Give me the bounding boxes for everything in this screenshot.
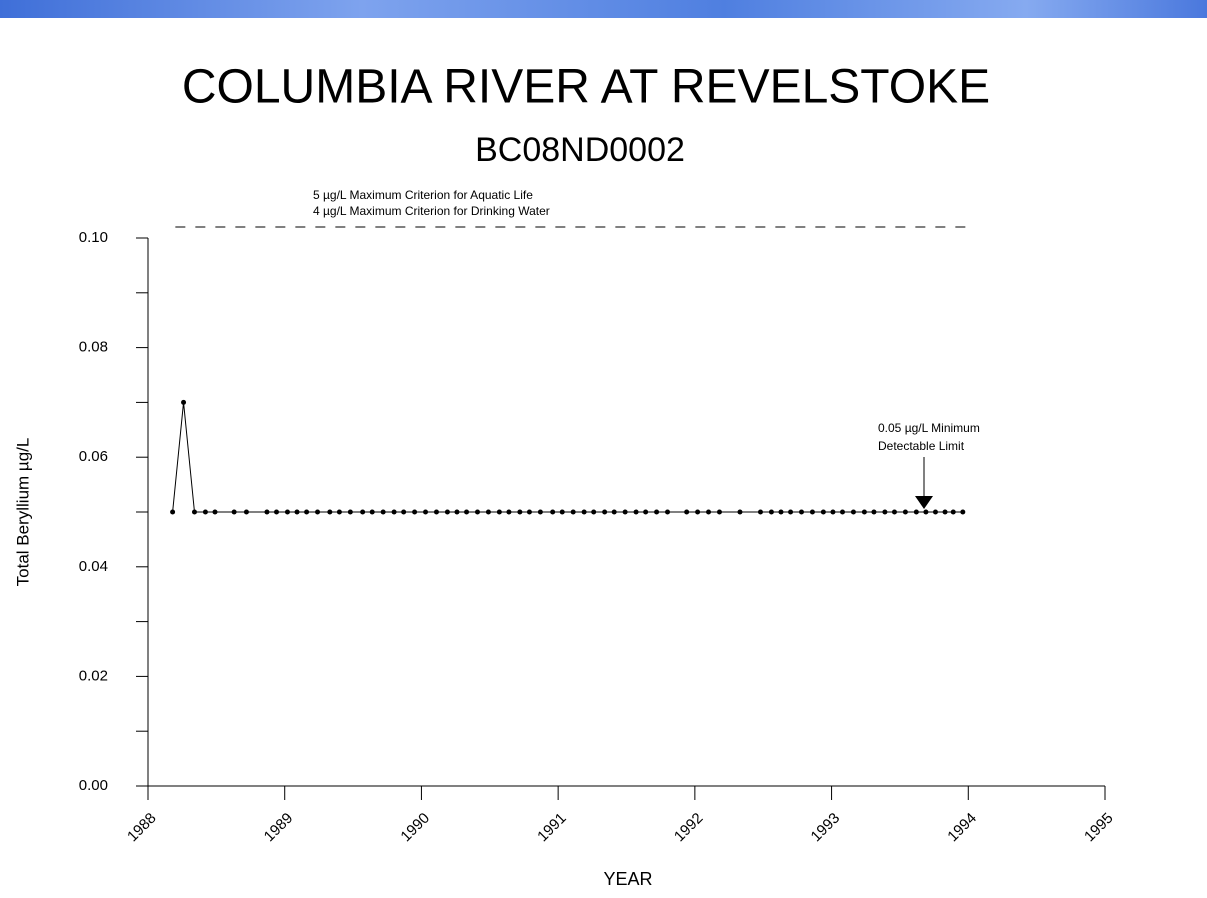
x-tick-label: 1993 [808, 810, 844, 846]
data-point [654, 509, 660, 515]
data-point [932, 509, 938, 515]
data-point [706, 509, 712, 515]
data-point [611, 509, 617, 515]
data-point [401, 509, 407, 515]
data-point [861, 509, 867, 515]
x-tick-label: 1988 [124, 810, 160, 846]
data-point [550, 509, 556, 515]
x-tick-label: 1991 [534, 810, 570, 846]
y-tick-label: 0.02 [79, 667, 108, 684]
data-point [212, 509, 218, 515]
data-point [684, 509, 690, 515]
data-point [412, 509, 418, 515]
data-point [517, 509, 523, 515]
data-point [380, 509, 386, 515]
data-point [788, 509, 794, 515]
data-point [737, 509, 743, 515]
data-point [840, 509, 846, 515]
data-point [294, 509, 300, 515]
data-point [798, 509, 804, 515]
x-tick-label: 1989 [261, 810, 297, 846]
chart-title: COLUMBIA RIVER AT REVELSTOKE [182, 61, 990, 114]
data-point [170, 509, 176, 515]
annotation: Detectable Limit [878, 439, 965, 453]
data-point [391, 509, 397, 515]
data-point [633, 509, 639, 515]
data-point [274, 509, 280, 515]
data-point [243, 509, 249, 515]
data-point [591, 509, 597, 515]
data-point [809, 509, 815, 515]
y-tick-label: 0.08 [79, 339, 108, 356]
y-tick-label: 0.06 [79, 448, 108, 465]
y-tick-label: 0.00 [79, 777, 108, 794]
data-point [942, 509, 948, 515]
data-point [347, 509, 353, 515]
data-point [830, 509, 836, 515]
data-point [559, 509, 565, 515]
data-point [695, 509, 701, 515]
y-axis-label: Total Beryllium µg/L [13, 438, 32, 587]
x-tick-label: 1992 [671, 810, 707, 846]
data-point [444, 509, 450, 515]
data-point [336, 509, 342, 515]
data-point [581, 509, 587, 515]
y-tick-label: 0.04 [79, 558, 108, 575]
data-point [464, 509, 470, 515]
data-point [202, 509, 208, 515]
data-point [913, 509, 919, 515]
data-point [871, 509, 877, 515]
data-point [496, 509, 502, 515]
data-point [820, 509, 826, 515]
data-point [315, 509, 321, 515]
banner [0, 0, 1207, 18]
data-point [264, 509, 270, 515]
data-point [923, 509, 929, 515]
data-point [181, 399, 187, 405]
x-tick-label: 1990 [397, 810, 433, 846]
data-point [327, 509, 333, 515]
data-point [506, 509, 512, 515]
data-point [850, 509, 856, 515]
data-point [768, 509, 774, 515]
data-point [433, 509, 439, 515]
data-point [716, 509, 722, 515]
data-point [369, 509, 375, 515]
y-tick-label: 0.10 [79, 229, 108, 246]
data-point [360, 509, 366, 515]
criterion-label: 4 µg/L Maximum Criterion for Drinking Wa… [313, 204, 550, 218]
data-point [757, 509, 763, 515]
data-point [950, 509, 956, 515]
data-point [474, 509, 480, 515]
criterion-label: 5 µg/L Maximum Criterion for Aquatic Lif… [313, 188, 533, 202]
data-point [537, 509, 543, 515]
data-point [454, 509, 460, 515]
x-tick-label: 1995 [1081, 810, 1117, 846]
data-point [665, 509, 671, 515]
arrow-head [915, 496, 933, 509]
data-point [891, 509, 897, 515]
data-point [902, 509, 908, 515]
data-point [423, 509, 429, 515]
data-point [960, 509, 966, 515]
data-point [284, 509, 290, 515]
data-point [602, 509, 608, 515]
data-point [570, 509, 576, 515]
data-point [526, 509, 532, 515]
data-point [485, 509, 491, 515]
data-line [172, 402, 963, 513]
data-point [882, 509, 888, 515]
chart-subtitle: BC08ND0002 [475, 131, 685, 169]
x-axis-label: YEAR [603, 869, 652, 889]
data-point [622, 509, 628, 515]
data-point [191, 509, 197, 515]
data-point [304, 509, 310, 515]
data-point [231, 509, 237, 515]
data-point [643, 509, 649, 515]
annotation: 0.05 µg/L Minimum [878, 421, 980, 435]
data-point [778, 509, 784, 515]
x-tick-label: 1994 [944, 810, 980, 846]
